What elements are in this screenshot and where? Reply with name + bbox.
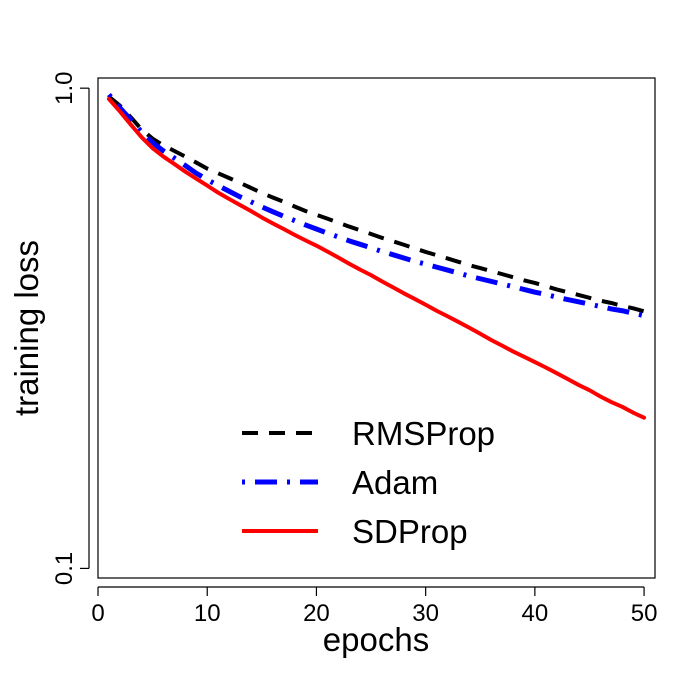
series-layer: [106, 92, 647, 420]
y-tick-label: 0.1: [51, 552, 78, 585]
y-axis-title: training loss: [8, 240, 45, 416]
legend: RMSProp Adam SDProp: [242, 415, 495, 550]
legend-label-rmsprop: RMSProp: [352, 415, 495, 452]
x-axis: 0 10 20 30 40 50: [91, 586, 658, 627]
y-axis: 0.1 1.0: [51, 71, 90, 585]
x-tick-label: 20: [303, 600, 330, 627]
y-tick-label: 1.0: [51, 71, 78, 104]
x-tick-label: 50: [631, 600, 658, 627]
x-tick-label: 10: [194, 600, 221, 627]
plot-frame: [97, 77, 656, 579]
x-axis-title: epochs: [323, 621, 429, 658]
legend-label-adam: Adam: [352, 464, 438, 501]
x-tick-label: 40: [522, 600, 549, 627]
series-line-sdprop: [106, 96, 647, 420]
legend-label-sdprop: SDProp: [352, 513, 468, 550]
series-line-adam: [106, 92, 645, 319]
x-tick-label: 0: [91, 600, 104, 627]
x-tick-label: 30: [412, 600, 439, 627]
series-line-rmsprop: [107, 95, 645, 314]
